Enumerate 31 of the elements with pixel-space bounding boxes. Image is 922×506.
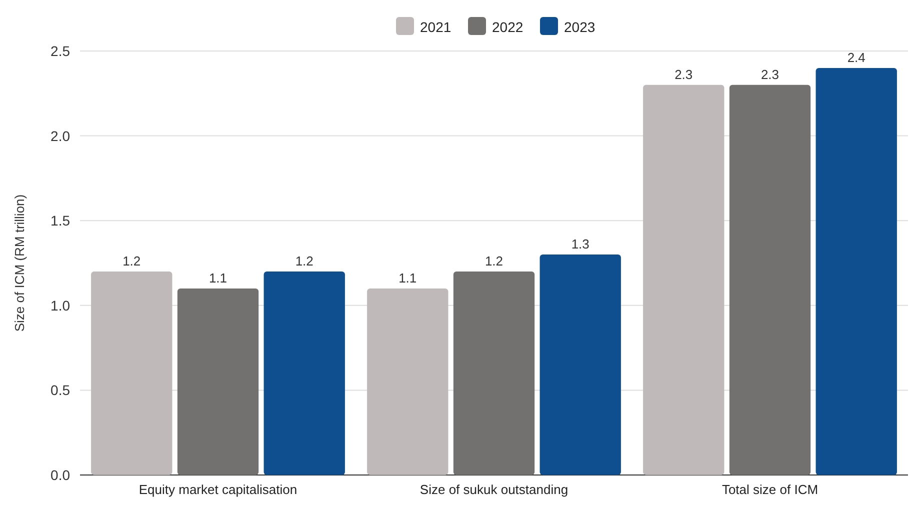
legend-label: 2023: [564, 19, 596, 35]
y-tick-label: 1.5: [50, 212, 70, 229]
y-tick-label: 2.5: [50, 43, 70, 59]
data-label: 1.2: [295, 253, 314, 268]
y-tick-label: 0.5: [50, 382, 70, 398]
bar: [177, 288, 259, 475]
data-label: 2.4: [847, 50, 866, 65]
x-tick-label: Size of sukuk outstanding: [420, 482, 568, 497]
bar: [540, 254, 621, 475]
bar: [453, 271, 535, 475]
x-tick-label: Total size of ICM: [722, 482, 818, 497]
legend-label: 2022: [492, 19, 524, 35]
bar: [816, 68, 897, 475]
y-tick-label: 1.0: [50, 297, 70, 314]
data-label: 1.2: [122, 253, 141, 268]
data-label: 1.3: [571, 236, 590, 252]
x-tick-label: Equity market capitalisation: [138, 482, 298, 497]
y-tick-label: 2.0: [50, 128, 70, 144]
data-label: 2.3: [674, 66, 693, 82]
data-label: 2.3: [760, 66, 780, 82]
bar: [729, 84, 811, 475]
data-label: 1.1: [208, 270, 228, 286]
bar: [91, 271, 172, 475]
y-tick-label: 0.0: [50, 467, 70, 483]
data-label: 1.2: [484, 253, 504, 268]
data-label: 1.1: [398, 270, 417, 286]
bar: [643, 84, 724, 475]
bar: [264, 271, 345, 475]
legend-label: 2021: [420, 19, 452, 35]
y-axis-title: Size of ICM (RM trillion): [12, 194, 27, 332]
bar: [367, 288, 448, 475]
